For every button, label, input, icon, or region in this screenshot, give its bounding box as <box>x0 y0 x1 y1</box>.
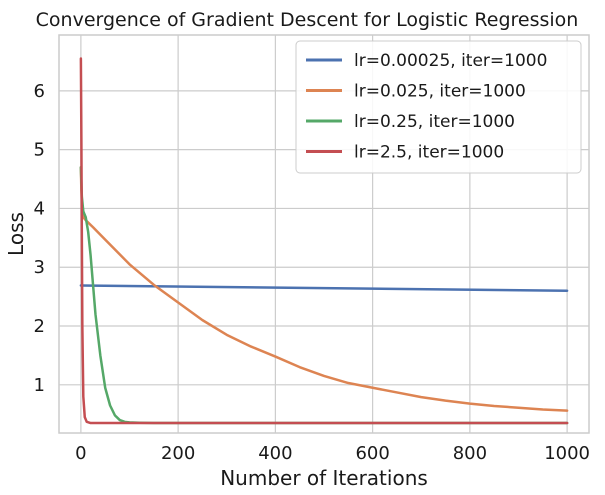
x-tick-label: 800 <box>453 443 487 464</box>
legend-entry: lr=2.5, iter=1000 <box>354 143 504 163</box>
legend-entry: lr=0.025, iter=1000 <box>354 82 526 102</box>
series-lines <box>79 57 569 425</box>
x-tick-label: 0 <box>75 443 86 464</box>
x-tick-label: 600 <box>355 443 389 464</box>
y-tick-label: 6 <box>34 81 45 102</box>
y-tick-label: 5 <box>34 140 45 161</box>
x-tick-label: 1000 <box>544 443 590 464</box>
y-tick-labels: 1 2 3 4 5 6 <box>34 81 45 396</box>
legend-entry: lr=0.00025, iter=1000 <box>354 51 547 71</box>
x-tick-label: 400 <box>258 443 292 464</box>
y-tick-label: 2 <box>34 316 45 337</box>
legend: lr=0.00025, iter=1000 lr=0.025, iter=1000… <box>295 40 582 174</box>
y-tick-label: 3 <box>34 257 45 278</box>
y-tick-label: 1 <box>34 375 45 396</box>
legend-entry: lr=0.25, iter=1000 <box>354 112 515 132</box>
series-line-4 <box>79 57 569 425</box>
x-axis-label: Number of Iterations <box>220 466 428 490</box>
legend-box <box>295 40 582 174</box>
series-line-1 <box>79 284 569 292</box>
chart-title: Convergence of Gradient Descent for Logi… <box>36 9 579 31</box>
y-tick-label: 4 <box>34 198 45 219</box>
y-axis-label: Loss <box>4 212 28 256</box>
plot-frame <box>58 34 590 434</box>
x-tick-labels: 0 200 400 600 800 1000 <box>75 443 590 464</box>
x-tick-label: 200 <box>161 443 195 464</box>
